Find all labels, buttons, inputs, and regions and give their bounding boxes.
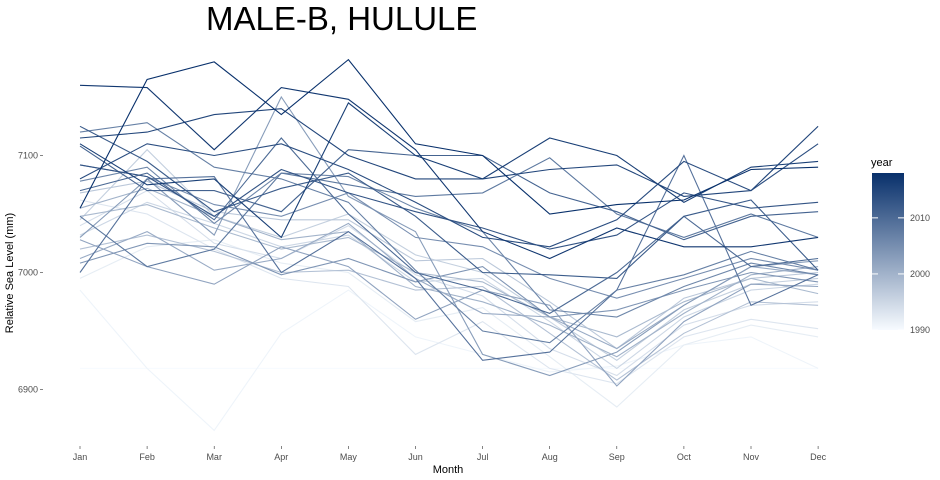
x-axis-ticks: Jan Feb Mar Apr May Jun Jul Aug Sep Oct Nov Dec (73, 446, 827, 462)
series-line-2010 (79, 137, 819, 315)
legend-tick-label: 2000 (910, 269, 930, 279)
x-tick-label: Apr (274, 452, 288, 462)
y-tick-label: 7000 (18, 268, 38, 278)
series-line-1998 (79, 234, 819, 381)
series-line-2005 (79, 164, 819, 299)
series-line-2008 (79, 157, 819, 268)
x-tick-label: Dec (810, 452, 827, 462)
y-tick-label: 6900 (18, 385, 38, 395)
series-line-1992 (79, 239, 819, 408)
x-tick-label: May (340, 452, 358, 462)
series-line-1997 (79, 180, 819, 350)
series-line-2009 (79, 154, 819, 361)
legend-tick-label: 2010 (910, 213, 930, 223)
series-line-1993 (79, 199, 819, 385)
series-line-2002 (79, 239, 819, 387)
x-tick-label: Jul (477, 452, 489, 462)
series-line-2016 (79, 102, 819, 239)
series-line-1996 (79, 148, 819, 361)
series-line-2003 (79, 95, 819, 377)
y-tick-label: 7100 (18, 151, 38, 161)
x-axis-title: Month (433, 464, 464, 476)
x-tick-label: Mar (206, 452, 222, 462)
x-tick-label: Aug (542, 452, 558, 462)
x-tick-label: Jun (408, 452, 423, 462)
series-line-2004 (79, 242, 819, 318)
y-axis-title: Relative Sea Level (mm) (4, 213, 16, 333)
series-line-2017 (79, 84, 819, 260)
x-tick-label: Jan (73, 452, 88, 462)
x-tick-label: Feb (139, 452, 155, 462)
legend-colorbar (872, 173, 904, 330)
series-line-2012 (79, 125, 819, 279)
x-tick-label: Sep (609, 452, 625, 462)
chart-title: MALE-B, HULULE (206, 0, 477, 37)
series-line-2011 (79, 145, 819, 241)
series-lines (79, 58, 819, 432)
color-legend: year 1990 2000 2010 (871, 157, 930, 335)
series-line-1991 (79, 289, 819, 432)
series-line-2014 (79, 143, 819, 248)
series-line-2018 (79, 58, 819, 215)
series-line-2007 (79, 122, 819, 344)
x-tick-label: Oct (677, 452, 692, 462)
y-axis-ticks: 6900 7000 7100 (18, 151, 43, 395)
legend-title: year (871, 157, 893, 169)
series-line-1995 (79, 201, 819, 370)
series-line-1999 (79, 204, 819, 338)
legend-tick-label: 1990 (910, 325, 930, 335)
x-tick-label: Nov (743, 452, 760, 462)
series-line-1994 (79, 189, 819, 377)
legend-ticks: 1990 2000 2010 (872, 213, 930, 335)
